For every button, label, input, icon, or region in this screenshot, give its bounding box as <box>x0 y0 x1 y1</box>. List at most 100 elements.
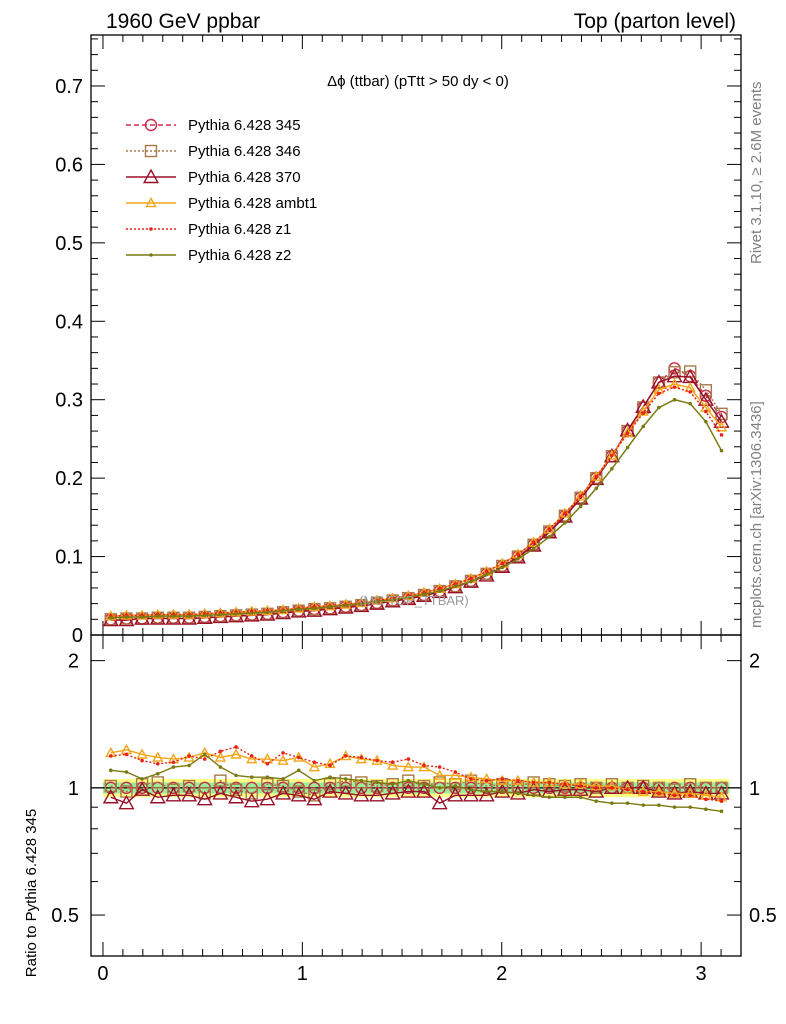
ratio-point-z2 <box>218 765 223 769</box>
ratio-point-z2 <box>265 775 270 779</box>
ratio-point-ambt1 <box>527 776 540 787</box>
ratio-point-p370 <box>400 783 417 798</box>
ratio-point-z2 <box>453 784 458 788</box>
series-p370 <box>102 367 730 627</box>
ratio-point-ambt1 <box>214 751 227 762</box>
ratio-point-z1 <box>218 749 223 754</box>
data-point-ambt1 <box>230 606 242 617</box>
legend-marker-z2 <box>149 253 153 257</box>
series-line-p346 <box>110 370 723 621</box>
data-point-z1 <box>610 453 614 458</box>
ratio-point-ambt1 <box>512 774 524 785</box>
ratio-point-z2 <box>359 778 364 783</box>
legend-label-z2: Pythia 6.428 z2 <box>188 247 291 264</box>
data-point-ambt1 <box>715 421 728 432</box>
ratio-point-z2 <box>516 791 520 796</box>
ratio-point-z1 <box>108 754 113 758</box>
ratio-point-z2 <box>108 768 113 773</box>
ratio-point-p370 <box>572 781 589 796</box>
ratio-point-ambt1 <box>418 761 430 772</box>
ratio-point-ambt1 <box>543 776 555 787</box>
ratio-point-p370 <box>415 783 433 798</box>
ratio-point-p370 <box>149 788 166 804</box>
ratio-point-p370 <box>713 785 730 800</box>
ratio-point-ambt1 <box>480 772 493 784</box>
data-point-z2 <box>657 405 661 410</box>
legend: Pythia 6.428 345 Pythia 6.428 346 Pythia 6… <box>126 117 317 264</box>
ratio-point-z1 <box>234 745 238 749</box>
ratio-point-p370 <box>243 792 260 808</box>
ratio-point-z2 <box>296 768 301 773</box>
ratio-point-ambt1 <box>136 748 148 759</box>
data-point-p370 <box>666 367 683 383</box>
observable-title: Δϕ (ttbar) (pTtt > 50 dy < 0) <box>327 73 509 90</box>
ratio-point-p346 <box>402 774 415 787</box>
data-point-z1 <box>657 391 661 396</box>
ratio-point-z1 <box>500 777 505 781</box>
series-ambt1 <box>105 378 728 621</box>
ratio-point-ambt1 <box>152 751 164 762</box>
ratio-point-z2 <box>704 807 708 812</box>
ratio-point-z2 <box>281 777 285 781</box>
data-point-z1 <box>594 474 599 479</box>
ratio-point-p370 <box>478 787 495 802</box>
ratio-point-z1 <box>516 778 520 783</box>
data-point-p370 <box>697 391 714 406</box>
ratio-point-z1 <box>406 757 411 761</box>
legend-marker-p345 <box>144 118 158 132</box>
ratio-point-z1 <box>610 786 614 790</box>
data-point-z2 <box>202 613 207 618</box>
data-point-z2 <box>390 597 395 602</box>
ratio-point-p370 <box>181 787 198 802</box>
ratio-point-z1 <box>484 778 489 783</box>
data-point-z2 <box>281 608 285 613</box>
ratio-point-z1 <box>265 762 270 766</box>
legend-marker-p346 <box>144 144 158 158</box>
ratio-point-p346 <box>245 787 258 800</box>
ratio-point-z1 <box>422 763 426 768</box>
data-point-z1 <box>719 433 724 437</box>
ratio-point-z1 <box>281 751 285 755</box>
ratio-point-p370 <box>384 785 401 800</box>
data-point-z2 <box>719 448 724 453</box>
data-point-p370 <box>713 413 730 428</box>
ratio-point-p370 <box>368 787 386 802</box>
data-point-z2 <box>108 615 113 620</box>
ratio-point-ambt1 <box>496 774 508 785</box>
ratio-point-ambt1 <box>246 753 258 764</box>
x-tick-label: 1 <box>297 963 308 985</box>
ratio-point-z1 <box>453 770 458 774</box>
data-point-z1 <box>578 494 583 498</box>
data-point-z1 <box>641 411 646 415</box>
header-left-title: 1960 GeV ppbar <box>106 10 260 33</box>
ratio-point-z2 <box>390 782 395 787</box>
ratio-point-z1 <box>187 754 191 758</box>
ratio-point-z2 <box>234 773 238 778</box>
ratio-point-z2 <box>202 752 207 757</box>
data-point-z1 <box>688 390 692 394</box>
ratio-point-p370 <box>165 787 182 802</box>
ratio-point-z1 <box>704 797 708 802</box>
data-point-z2 <box>563 521 567 525</box>
ratio-point-p370 <box>447 787 464 802</box>
x-tick-label: 2 <box>496 963 507 985</box>
ratio-point-z2 <box>594 799 599 803</box>
ratio-point-p346 <box>229 783 243 796</box>
ratio-point-p346 <box>182 779 196 793</box>
mcplots-reference-label: mcplots.cern.ch [arXiv:1306.3436] <box>748 401 765 628</box>
data-point-z2 <box>610 466 614 471</box>
data-point-z2 <box>296 607 301 611</box>
ratio-y-axis-label: Ratio to Pythia 6.428 345 <box>23 809 40 977</box>
data-point-z1 <box>531 540 536 545</box>
data-point-z2 <box>375 599 379 604</box>
legend-label-p345: Pythia 6.428 345 <box>188 117 301 134</box>
ratio-point-z1 <box>359 755 364 760</box>
header-right-title: Top (parton level) <box>574 10 736 33</box>
ratio-point-p370 <box>321 783 339 798</box>
series-line-ambt1 <box>110 383 723 617</box>
data-point-p370 <box>603 447 620 463</box>
data-point-ambt1 <box>261 604 274 615</box>
data-point-z2 <box>422 592 426 597</box>
ratio-y-tick-label: 0.5 <box>51 905 79 927</box>
